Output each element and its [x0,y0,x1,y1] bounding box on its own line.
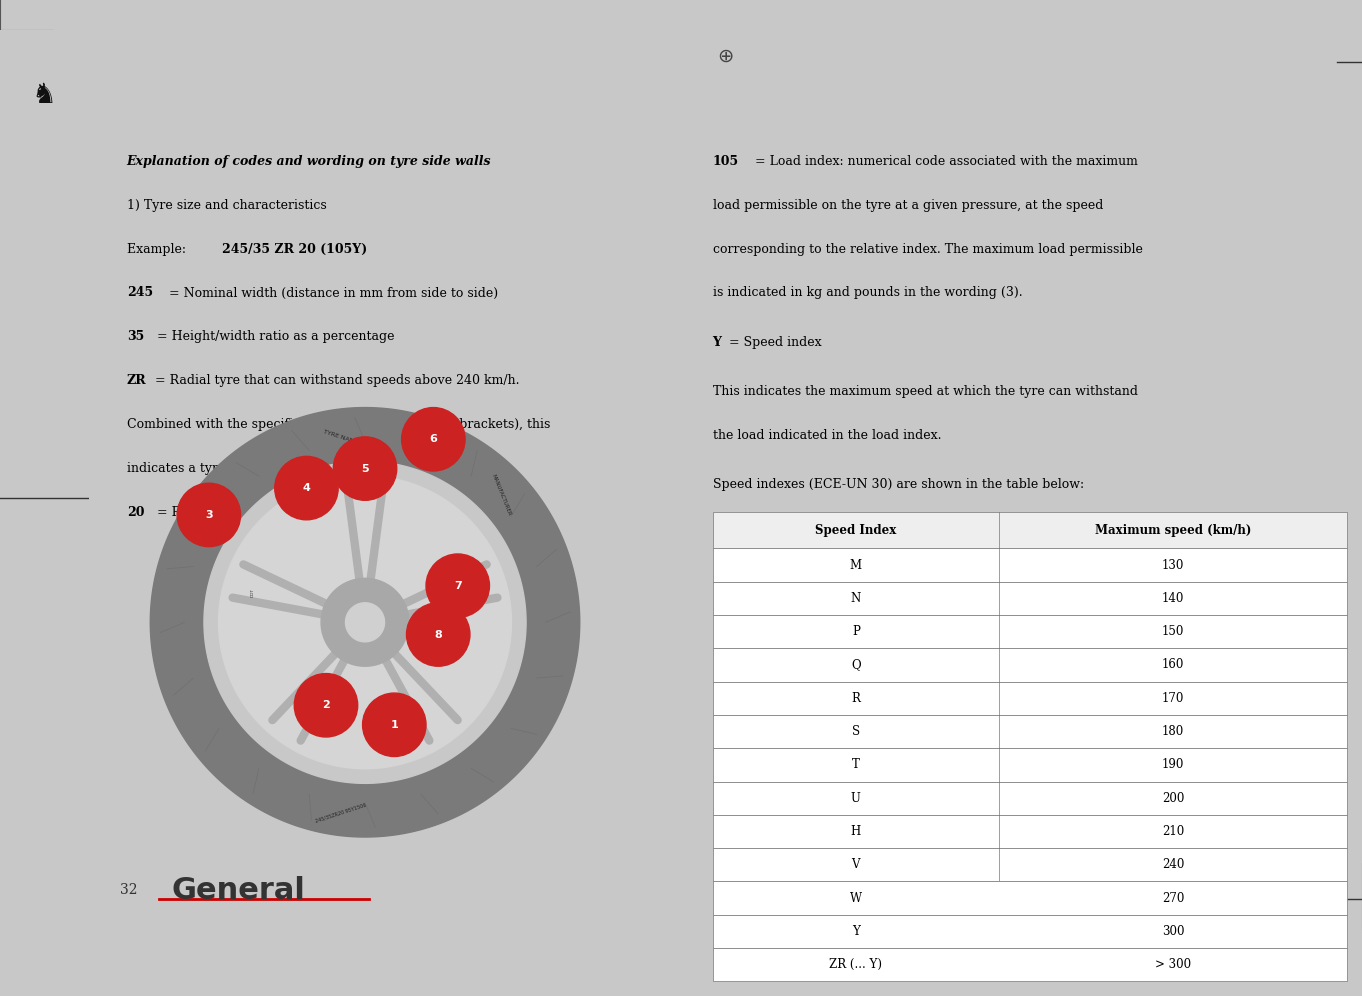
Text: = Rim diameter in inches: = Rim diameter in inches [157,506,319,519]
Circle shape [362,693,426,757]
Text: H: H [851,825,861,838]
FancyBboxPatch shape [712,512,1347,549]
Text: Explanation of codes and wording on tyre side walls: Explanation of codes and wording on tyre… [127,154,492,167]
FancyBboxPatch shape [712,681,1347,715]
Polygon shape [346,603,384,641]
Text: Y: Y [851,925,859,938]
Text: S: S [851,725,859,738]
Text: > 300: > 300 [1155,958,1190,971]
FancyBboxPatch shape [712,881,1347,914]
Circle shape [275,456,338,520]
Text: 4: 4 [302,483,311,493]
FancyBboxPatch shape [712,715,1347,748]
Polygon shape [219,476,511,769]
Polygon shape [321,579,409,666]
FancyBboxPatch shape [712,849,1347,881]
Text: 245: 245 [127,287,153,300]
Text: 5: 5 [361,463,369,473]
Text: V: V [851,859,859,872]
Text: 240: 240 [1162,859,1184,872]
FancyBboxPatch shape [712,782,1347,815]
FancyBboxPatch shape [712,615,1347,648]
Circle shape [334,437,396,500]
Circle shape [294,673,358,737]
Text: Speed Index: Speed Index [816,524,896,537]
Text: corresponding to the relative index. The maximum load permissible: corresponding to the relative index. The… [712,243,1143,256]
Text: Maximum speed (km/h): Maximum speed (km/h) [1095,524,1252,537]
Text: 3: 3 [206,510,212,520]
Text: 2: 2 [321,700,330,710]
Text: 210: 210 [1162,825,1184,838]
Text: ⊕: ⊕ [716,959,734,978]
Text: 105: 105 [712,154,738,167]
Circle shape [177,483,241,547]
Text: N: N [851,592,861,605]
Text: 270: 270 [1162,891,1184,904]
FancyBboxPatch shape [712,582,1347,615]
Text: = Speed index: = Speed index [729,336,821,349]
Text: ZR (... Y): ZR (... Y) [829,958,883,971]
Text: indicates a tyre that can withstand speeds above 300 km/h.: indicates a tyre that can withstand spee… [127,462,505,475]
Text: 140: 140 [1162,592,1184,605]
Text: T: T [851,758,859,771]
FancyBboxPatch shape [712,748,1347,782]
Text: 245/35ZR20 95Y1506: 245/35ZR20 95Y1506 [315,802,366,824]
Text: 20: 20 [127,506,144,519]
Text: 1: 1 [391,720,398,730]
FancyBboxPatch shape [712,815,1347,849]
Text: Combined with the specific load and speed code (in brackets), this: Combined with the specific load and spee… [127,418,550,431]
Text: 160: 160 [1162,658,1184,671]
Circle shape [406,603,470,666]
Text: 200: 200 [1162,792,1184,805]
Text: P: P [851,625,859,638]
Text: W: W [850,891,862,904]
Text: Example:: Example: [127,243,189,256]
Text: R: R [851,692,861,705]
Text: Y: Y [712,336,722,349]
Circle shape [426,554,489,618]
Text: 7: 7 [454,581,462,591]
Text: = Nominal width (distance in mm from side to side): = Nominal width (distance in mm from sid… [169,287,498,300]
Text: 1) Tyre size and characteristics: 1) Tyre size and characteristics [127,198,327,212]
FancyBboxPatch shape [712,549,1347,582]
Text: 170: 170 [1162,692,1184,705]
Text: 150: 150 [1162,625,1184,638]
Text: 245/35 ZR 20 (105Y): 245/35 ZR 20 (105Y) [222,243,368,256]
FancyBboxPatch shape [712,648,1347,681]
Text: 180: 180 [1162,725,1184,738]
Circle shape [402,407,464,471]
Polygon shape [150,407,580,837]
Text: U: U [851,792,861,805]
FancyBboxPatch shape [712,948,1347,981]
Text: is indicated in kg and pounds in the wording (3).: is indicated in kg and pounds in the wor… [712,287,1022,300]
Text: 190: 190 [1162,758,1184,771]
Text: This indicates the maximum speed at which the tyre can withstand: This indicates the maximum speed at whic… [712,384,1137,397]
Polygon shape [204,461,526,783]
Text: 35: 35 [127,331,144,344]
Text: DOT: DOT [251,589,255,598]
Text: 8: 8 [434,629,443,639]
Text: 6: 6 [429,434,437,444]
Text: ⊕: ⊕ [716,47,734,66]
Text: 300: 300 [1162,925,1184,938]
Text: TYRE NAME: TYRE NAME [323,429,358,445]
Text: ZR: ZR [127,374,146,387]
Text: 32: 32 [120,883,138,897]
Text: the load indicated in the load index.: the load indicated in the load index. [712,429,941,442]
Text: General: General [172,875,305,905]
Text: = Height/width ratio as a percentage: = Height/width ratio as a percentage [157,331,395,344]
Text: MANUFACTURER: MANUFACTURER [490,474,512,517]
Text: M: M [850,559,862,572]
Text: Q: Q [851,658,861,671]
Text: = Radial tyre that can withstand speeds above 240 km/h.: = Radial tyre that can withstand speeds … [155,374,519,387]
Text: 130: 130 [1162,559,1184,572]
Text: ♞: ♞ [31,81,57,109]
Text: Speed indexes (ECE-UN 30) are shown in the table below:: Speed indexes (ECE-UN 30) are shown in t… [712,478,1084,491]
FancyBboxPatch shape [712,914,1347,948]
Text: = Load index: numerical code associated with the maximum: = Load index: numerical code associated … [755,154,1137,167]
Polygon shape [214,471,516,774]
Text: load permissible on the tyre at a given pressure, at the speed: load permissible on the tyre at a given … [712,198,1103,212]
